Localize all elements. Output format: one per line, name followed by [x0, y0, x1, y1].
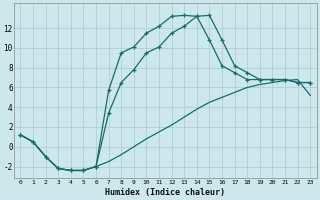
X-axis label: Humidex (Indice chaleur): Humidex (Indice chaleur) — [105, 188, 225, 197]
